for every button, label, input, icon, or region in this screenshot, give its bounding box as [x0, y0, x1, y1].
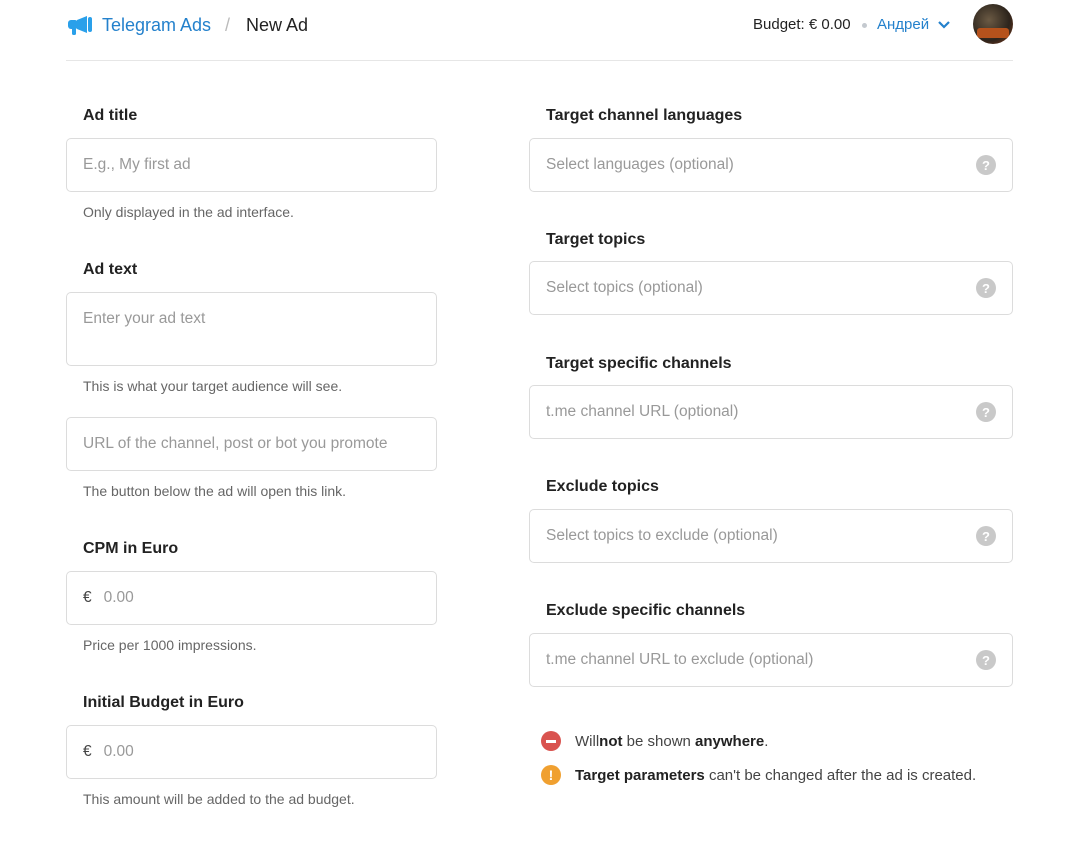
help-icon[interactable]: ? [976, 650, 996, 670]
budget-display: Budget: € 0.00 [753, 16, 851, 33]
budget-label: Initial Budget in Euro [83, 694, 244, 711]
exclude-channels-label: Exclude specific channels [546, 602, 746, 619]
topics-placeholder: Select topics (optional) [546, 279, 703, 296]
cpm-input[interactable]: €0.00 [66, 571, 437, 625]
warning-icon: ! [541, 765, 561, 785]
help-icon[interactable]: ? [976, 278, 996, 298]
visibility-note: Will not be shown anywhere. [541, 731, 768, 751]
languages-select[interactable]: Select languages (optional)? [529, 138, 1013, 192]
brand-link[interactable]: Telegram Ads [102, 15, 212, 35]
avatar[interactable] [973, 4, 1013, 44]
help-icon[interactable]: ? [976, 526, 996, 546]
budget-placeholder: 0.00 [103, 743, 134, 760]
dot-separator [862, 23, 867, 28]
cpm-placeholder: 0.00 [103, 589, 134, 606]
target-params-note: ! Target parameters can't be changed aft… [541, 765, 976, 785]
ad-title-input[interactable]: E.g., My first ad [66, 138, 437, 192]
ad-title-hint: Only displayed in the ad interface. [83, 204, 294, 220]
ad-text-input[interactable]: Enter your ad text [66, 292, 437, 366]
exclude-channels-input[interactable]: t.me channel URL to exclude (optional)? [529, 633, 1013, 687]
channels-placeholder: t.me channel URL (optional) [546, 403, 739, 420]
note-text: . [764, 732, 769, 750]
note-bold: Target parameters [575, 766, 705, 784]
languages-placeholder: Select languages (optional) [546, 156, 734, 173]
note-text: be shown [622, 732, 696, 750]
user-menu[interactable]: Андрей [877, 16, 930, 33]
exclude-channels-placeholder: t.me channel URL to exclude (optional) [546, 651, 814, 668]
url-input[interactable]: URL of the channel, post or bot you prom… [66, 417, 437, 471]
note-text: Will [575, 732, 600, 750]
languages-label: Target channel languages [546, 107, 743, 124]
minus-circle-icon [541, 731, 561, 751]
header-divider [66, 60, 1013, 61]
url-hint: The button below the ad will open this l… [83, 483, 347, 499]
euro-sign: € [83, 589, 92, 606]
breadcrumb-separator: / [225, 15, 231, 35]
help-icon[interactable]: ? [976, 402, 996, 422]
channels-input[interactable]: t.me channel URL (optional)? [529, 385, 1013, 439]
ad-text-label: Ad text [83, 261, 138, 278]
help-icon[interactable]: ? [976, 155, 996, 175]
exclude-topics-label: Exclude topics [546, 478, 659, 495]
cpm-hint: Price per 1000 impressions. [83, 637, 257, 653]
budget-input[interactable]: €0.00 [66, 725, 437, 779]
euro-sign: € [83, 743, 92, 760]
note-text: can't be changed after the ad is created… [704, 766, 977, 784]
topics-select[interactable]: Select topics (optional)? [529, 261, 1013, 315]
ad-title-label: Ad title [83, 107, 138, 124]
cpm-label: CPM in Euro [83, 540, 179, 557]
chevron-down-icon[interactable] [937, 17, 951, 31]
budget-hint: This amount will be added to the ad budg… [83, 791, 355, 807]
topics-label: Target topics [546, 231, 646, 248]
channels-label: Target specific channels [546, 355, 732, 372]
page-title: New Ad [246, 15, 309, 35]
note-bold: anywhere [695, 732, 765, 750]
exclude-topics-select[interactable]: Select topics to exclude (optional)? [529, 509, 1013, 563]
megaphone-logo-icon[interactable] [68, 16, 92, 36]
note-bold: not [599, 732, 623, 750]
exclude-topics-placeholder: Select topics to exclude (optional) [546, 527, 778, 544]
ad-text-hint: This is what your target audience will s… [83, 378, 343, 394]
